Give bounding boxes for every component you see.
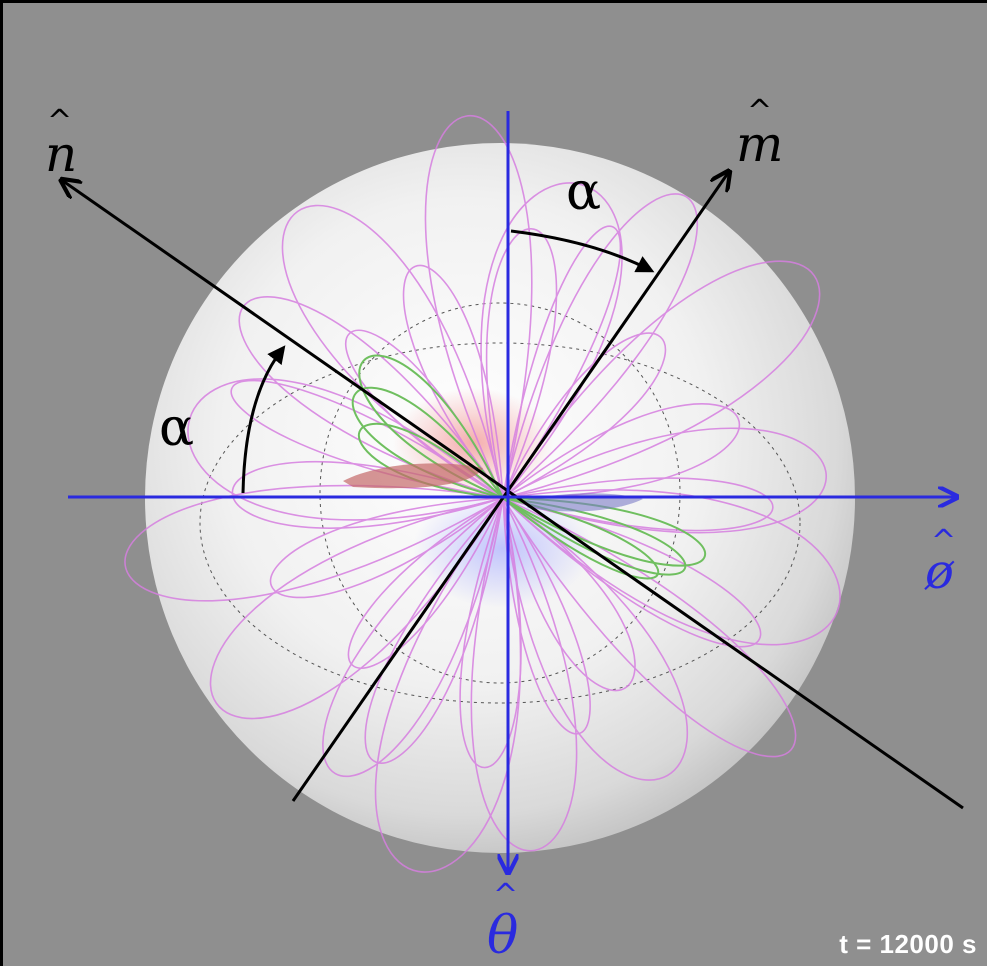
field-line xyxy=(364,497,504,764)
field-line xyxy=(502,332,667,499)
field-line xyxy=(502,193,699,499)
field-line xyxy=(470,497,578,852)
field-line xyxy=(322,497,504,778)
open-field-lines xyxy=(124,114,841,873)
field-line xyxy=(502,497,591,735)
n-axis-line xyxy=(63,181,964,810)
field-line xyxy=(230,379,504,499)
theta-axis-label: θ xyxy=(487,906,518,966)
m-axis-hat-icon: ^ xyxy=(747,94,772,129)
field-line xyxy=(124,484,504,602)
alpha-label-left: α xyxy=(159,398,194,458)
field-line xyxy=(209,497,504,720)
field-line xyxy=(347,497,504,669)
field-line xyxy=(502,427,827,534)
alpha-label-top: α xyxy=(566,162,601,222)
field-line xyxy=(502,225,622,499)
field-line xyxy=(485,228,558,499)
field-line xyxy=(502,497,636,692)
closed-field-line xyxy=(358,354,504,499)
latitude-rings xyxy=(199,302,801,704)
field-line xyxy=(502,403,740,499)
phi-axis-label: ø xyxy=(924,544,955,600)
field-line xyxy=(424,114,533,499)
alpha-arc-left xyxy=(241,345,286,494)
timestamp-label: t = 12000 s xyxy=(839,929,977,959)
field-line xyxy=(402,264,504,499)
m-axis-line xyxy=(291,173,728,802)
theta-axis-hat-icon: ^ xyxy=(493,878,518,913)
field-line xyxy=(187,378,504,521)
field-line xyxy=(269,497,504,599)
field-line xyxy=(502,260,821,499)
m-axis-label: m xyxy=(736,115,783,173)
closed-field-line xyxy=(502,497,660,580)
field-line xyxy=(480,182,623,499)
magnetosphere-diagram: n ^ m ^ ø ^ θ ^ α α xyxy=(45,94,964,966)
field-line xyxy=(502,477,774,532)
field-line xyxy=(502,497,762,648)
phi-axis-hat-icon: ^ xyxy=(931,524,956,559)
current-sheet-north xyxy=(343,463,483,489)
field-line xyxy=(281,204,504,499)
closed-field-line xyxy=(502,497,687,576)
n-axis-label: n xyxy=(45,125,77,183)
field-line xyxy=(502,497,797,758)
field-line xyxy=(374,497,522,873)
n-axis-hat-icon: ^ xyxy=(47,104,72,139)
field-line xyxy=(502,497,689,781)
alpha-arc-top xyxy=(510,229,655,273)
